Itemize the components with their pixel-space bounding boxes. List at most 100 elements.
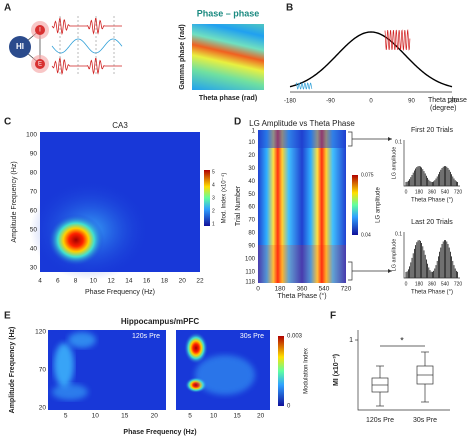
x-tick-label: 16	[143, 278, 151, 285]
x-tick-label: -180	[284, 99, 297, 105]
inset-axes	[403, 140, 460, 187]
x-tick-label: 8	[74, 278, 78, 285]
colorbar	[352, 175, 358, 235]
comodulogram-30s	[176, 330, 270, 410]
x-tick-label: 6	[56, 278, 60, 285]
gamma-burst	[295, 82, 313, 90]
x-tick-label: 20	[179, 278, 187, 285]
trace	[51, 17, 122, 36]
x-tick-label: 15	[233, 413, 241, 420]
y-tick-label: 118	[245, 280, 255, 286]
gamma-burst	[384, 28, 411, 51]
y-tick-label: 70	[248, 218, 255, 224]
x-tick-label: 90	[408, 99, 415, 105]
theta-curve	[289, 28, 453, 90]
y-tick-label: 10	[248, 140, 255, 146]
colorbar	[204, 170, 210, 226]
y-tick-label: 0.1	[395, 231, 402, 237]
x-tick-label: 360	[428, 281, 437, 287]
map-label: 30s Pre	[240, 333, 264, 340]
colorbar-tick: 0.003	[287, 334, 303, 340]
x-tick-label: 10	[210, 413, 218, 420]
axis-label: (degree)	[430, 105, 456, 112]
x-tick-label: 720	[454, 189, 463, 195]
panel-title: Hippocampus/mPFC	[121, 317, 199, 326]
y-tick-label: 90	[30, 151, 38, 158]
x-tick-label: 10	[90, 278, 98, 285]
colorbar	[278, 336, 284, 406]
y-tick-label: 50	[30, 227, 38, 234]
x-tick-label: 5	[188, 413, 192, 420]
axis-label: Amplitude Frequency (Hz)	[11, 161, 18, 242]
x-tick-label: 360	[297, 286, 308, 293]
y-tick-label: 120	[35, 329, 46, 336]
x-tick-label: 180	[275, 286, 286, 293]
y-tick-label: 40	[248, 179, 255, 185]
panel-title: LG Amplitude vs Theta Phase	[249, 119, 355, 128]
panel-label: F	[330, 311, 336, 322]
colorbar-tick: 0	[287, 404, 291, 410]
panel-label: D	[234, 117, 241, 128]
colorbar-tick: 0.04	[361, 232, 371, 238]
panel-label: C	[4, 117, 11, 128]
y-tick-label: 110	[245, 269, 255, 275]
x-tick-label: 180	[447, 99, 458, 105]
colorbar-tick: 1	[212, 221, 215, 227]
y-tick-label: 50	[248, 192, 255, 198]
y-tick-label: 60	[248, 205, 255, 211]
x-tick-label: 18	[161, 278, 169, 285]
y-tick-label: 60	[30, 208, 38, 215]
y-tick-label: 80	[248, 231, 255, 237]
colorbar-label: Modulation Index	[304, 348, 310, 394]
axis-label: Theta Phase (°)	[411, 290, 453, 296]
axis-label: Phase Frequency (Hz)	[85, 289, 155, 296]
panel-title: Phase – phase	[197, 8, 260, 18]
y-tick-label: 30	[30, 265, 38, 272]
node-label: HI	[16, 42, 24, 51]
inset-title: Last 20 Trials	[411, 219, 453, 226]
axis-label: Theta Phase (°)	[411, 198, 453, 204]
x-tick-label: 720	[341, 286, 352, 293]
axis-label: MI (x10⁻³)	[333, 354, 340, 386]
y-tick-label: 100	[26, 132, 37, 139]
x-tick-label: 0	[369, 99, 373, 105]
trace	[51, 38, 123, 54]
x-tick-label: 20	[257, 413, 265, 420]
colorbar-label: Mod. Index (x10⁻⁴)	[221, 173, 228, 224]
trial-heatmap	[258, 130, 346, 283]
comodulogram-120s	[48, 330, 166, 410]
y-tick-label: 40	[30, 246, 38, 253]
y-tick-label: 90	[248, 243, 255, 249]
x-tick-label: 22	[196, 278, 204, 285]
x-tick-label: 5	[64, 413, 68, 420]
y-tick-label: 70	[30, 189, 38, 196]
trace	[51, 57, 122, 76]
axis-label: Theta phase	[428, 97, 467, 104]
axis-label: Theta Phase (°)	[277, 292, 326, 300]
axes	[357, 330, 450, 411]
panel-label: B	[286, 3, 293, 14]
y-tick-label: 100	[245, 256, 256, 262]
y-tick-label: 20	[39, 405, 47, 412]
axis-label: Gamma phase (rad)	[179, 24, 186, 89]
y-tick-label: 30	[248, 166, 255, 172]
y-tick-label: 80	[30, 170, 38, 177]
x-tick-label: 15	[121, 413, 129, 420]
y-tick-label: 70	[39, 367, 47, 374]
x-tick-label: 540	[441, 189, 450, 195]
x-tick-label: 360	[428, 189, 437, 195]
x-tick-label: 720	[454, 281, 463, 287]
x-tick-label: 20	[151, 413, 159, 420]
oscillation-traces	[51, 16, 123, 76]
x-tick-label: 180	[415, 281, 424, 287]
inset-axes	[403, 232, 460, 279]
x-tick-label: 540	[319, 286, 330, 293]
x-tick-label: 14	[125, 278, 133, 285]
axis-label: LG amplitude	[391, 147, 397, 180]
y-tick-label: 20	[248, 153, 255, 159]
inset-title: First 20 Trials	[411, 127, 454, 134]
axis-label: Trial Number	[235, 185, 242, 226]
y-tick-label: 1	[252, 129, 256, 135]
colorbar-tick: 0.075	[361, 172, 374, 178]
